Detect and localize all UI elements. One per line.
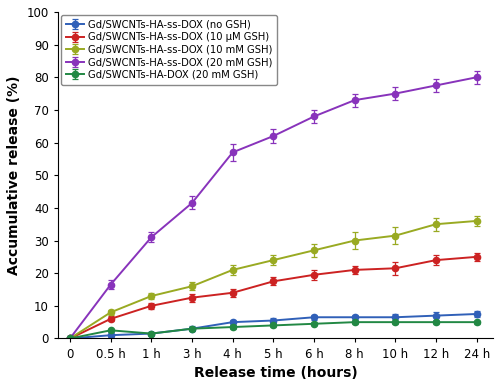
Y-axis label: Accumulative release (%): Accumulative release (%) [7, 75, 21, 275]
Legend: Gd/SWCNTs-HA-ss-DOX (no GSH), Gd/SWCNTs-HA-ss-DOX (10 μM GSH), Gd/SWCNTs-HA-ss-D: Gd/SWCNTs-HA-ss-DOX (no GSH), Gd/SWCNTs-… [61, 15, 277, 85]
X-axis label: Release time (hours): Release time (hours) [194, 366, 358, 380]
